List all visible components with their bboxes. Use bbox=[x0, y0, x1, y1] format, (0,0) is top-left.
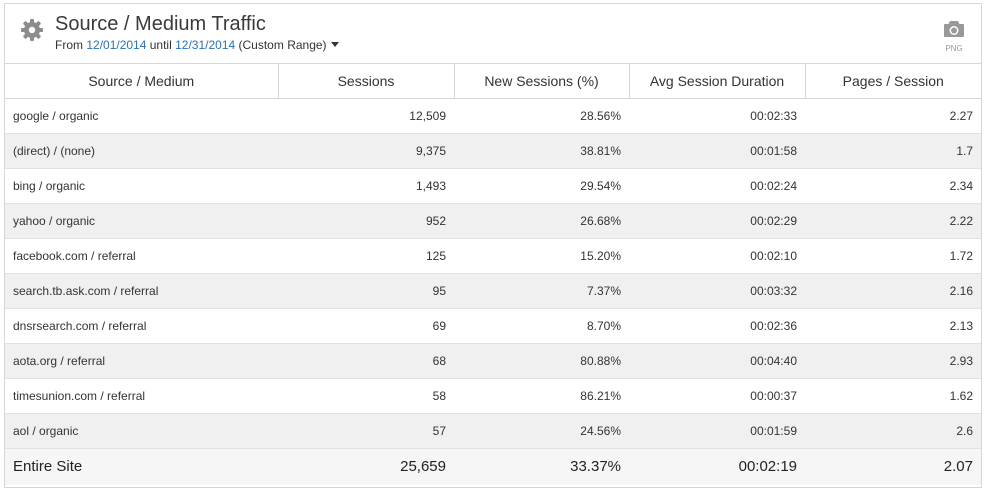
avg-duration-cell: 00:00:37 bbox=[629, 378, 805, 414]
new-sessions-cell: 28.56% bbox=[454, 98, 629, 134]
new-sessions-cell: 26.68% bbox=[454, 203, 629, 239]
table-row: yahoo / organic 952 26.68% 00:02:29 2.22 bbox=[5, 203, 981, 239]
table-row: aota.org / referral 68 80.88% 00:04:40 2… bbox=[5, 343, 981, 379]
sessions-cell: 1,493 bbox=[278, 168, 454, 204]
source-medium-cell: timesunion.com / referral bbox=[5, 378, 278, 414]
source-medium-cell: yahoo / organic bbox=[5, 203, 278, 239]
pages-per-session-cell: 1.72 bbox=[805, 238, 981, 274]
sessions-cell: 68 bbox=[278, 343, 454, 379]
sessions-cell: 95 bbox=[278, 273, 454, 309]
new-sessions-cell: 86.21% bbox=[454, 378, 629, 414]
widget-header: Source / Medium Traffic From 12/01/2014 … bbox=[5, 4, 981, 63]
new-sessions-cell: 38.81% bbox=[454, 133, 629, 169]
table-row: timesunion.com / referral 58 86.21% 00:0… bbox=[5, 378, 981, 414]
sessions-cell: 58 bbox=[278, 378, 454, 414]
gear-icon[interactable] bbox=[20, 18, 44, 42]
avg-duration-cell: 00:02:36 bbox=[629, 308, 805, 344]
pages-per-session-cell: 2.16 bbox=[805, 273, 981, 309]
avg-duration-cell: 00:02:10 bbox=[629, 238, 805, 274]
column-header-sessions[interactable]: Sessions bbox=[278, 63, 455, 99]
pages-per-session-cell: 2.22 bbox=[805, 203, 981, 239]
column-header-new-sessions[interactable]: New Sessions (%) bbox=[454, 63, 630, 99]
source-medium-cell: (direct) / (none) bbox=[5, 133, 278, 169]
sessions-cell: 9,375 bbox=[278, 133, 454, 169]
total-avg-duration: 00:02:19 bbox=[629, 448, 805, 485]
pages-per-session-cell: 2.6 bbox=[805, 413, 981, 449]
new-sessions-cell: 15.20% bbox=[454, 238, 629, 274]
widget-title: Source / Medium Traffic bbox=[55, 13, 266, 35]
avg-duration-cell: 00:02:24 bbox=[629, 168, 805, 204]
table-row: facebook.com / referral 125 15.20% 00:02… bbox=[5, 238, 981, 274]
source-medium-cell: facebook.com / referral bbox=[5, 238, 278, 274]
pages-per-session-cell: 2.27 bbox=[805, 98, 981, 134]
until-word: until bbox=[149, 38, 172, 52]
sessions-cell: 69 bbox=[278, 308, 454, 344]
pages-per-session-cell: 1.7 bbox=[805, 133, 981, 169]
new-sessions-cell: 80.88% bbox=[454, 343, 629, 379]
total-sessions: 25,659 bbox=[278, 448, 454, 485]
source-medium-cell: bing / organic bbox=[5, 168, 278, 204]
date-range: From 12/01/2014 until 12/31/2014 (Custom… bbox=[55, 38, 339, 52]
date-prefix: From bbox=[55, 38, 83, 52]
sessions-cell: 57 bbox=[278, 413, 454, 449]
new-sessions-cell: 7.37% bbox=[454, 273, 629, 309]
total-label: Entire Site bbox=[5, 448, 278, 485]
source-medium-widget: Source / Medium Traffic From 12/01/2014 … bbox=[4, 3, 982, 488]
traffic-table: Source / Medium Sessions New Sessions (%… bbox=[5, 63, 981, 485]
avg-duration-cell: 00:01:59 bbox=[629, 413, 805, 449]
avg-duration-cell: 00:02:29 bbox=[629, 203, 805, 239]
column-header-avg-session-duration[interactable]: Avg Session Duration bbox=[629, 63, 806, 99]
avg-duration-cell: 00:04:40 bbox=[629, 343, 805, 379]
pages-per-session-cell: 1.62 bbox=[805, 378, 981, 414]
export-png-button[interactable]: PNG bbox=[941, 20, 967, 56]
range-type-dropdown[interactable]: (Custom Range) bbox=[239, 38, 339, 52]
source-medium-cell: aota.org / referral bbox=[5, 343, 278, 379]
sessions-cell: 125 bbox=[278, 238, 454, 274]
pages-per-session-cell: 2.93 bbox=[805, 343, 981, 379]
table-header-row: Source / Medium Sessions New Sessions (%… bbox=[5, 63, 981, 99]
total-new-sessions: 33.37% bbox=[454, 448, 629, 485]
caret-down-icon bbox=[330, 42, 339, 47]
sessions-cell: 12,509 bbox=[278, 98, 454, 134]
range-type-label: (Custom Range) bbox=[238, 38, 327, 52]
table-row: bing / organic 1,493 29.54% 00:02:24 2.3… bbox=[5, 168, 981, 204]
table-row: aol / organic 57 24.56% 00:01:59 2.6 bbox=[5, 413, 981, 449]
table-row: google / organic 12,509 28.56% 00:02:33 … bbox=[5, 98, 981, 134]
pages-per-session-cell: 2.13 bbox=[805, 308, 981, 344]
total-row: Entire Site 25,659 33.37% 00:02:19 2.07 bbox=[5, 448, 981, 485]
source-medium-cell: dnsrsearch.com / referral bbox=[5, 308, 278, 344]
new-sessions-cell: 29.54% bbox=[454, 168, 629, 204]
table-row: search.tb.ask.com / referral 95 7.37% 00… bbox=[5, 273, 981, 309]
avg-duration-cell: 00:02:33 bbox=[629, 98, 805, 134]
sessions-cell: 952 bbox=[278, 203, 454, 239]
column-header-source-medium[interactable]: Source / Medium bbox=[5, 63, 279, 99]
source-medium-cell: aol / organic bbox=[5, 413, 278, 449]
start-date-link[interactable]: 12/01/2014 bbox=[86, 38, 147, 52]
export-png-label: PNG bbox=[945, 44, 963, 53]
source-medium-cell: search.tb.ask.com / referral bbox=[5, 273, 278, 309]
camera-icon bbox=[944, 21, 964, 37]
new-sessions-cell: 8.70% bbox=[454, 308, 629, 344]
avg-duration-cell: 00:01:58 bbox=[629, 133, 805, 169]
total-pages-per-session: 2.07 bbox=[805, 448, 981, 485]
end-date-link[interactable]: 12/31/2014 bbox=[175, 38, 236, 52]
column-header-pages-per-session[interactable]: Pages / Session bbox=[805, 63, 981, 99]
table-row: dnsrsearch.com / referral 69 8.70% 00:02… bbox=[5, 308, 981, 344]
avg-duration-cell: 00:03:32 bbox=[629, 273, 805, 309]
new-sessions-cell: 24.56% bbox=[454, 413, 629, 449]
pages-per-session-cell: 2.34 bbox=[805, 168, 981, 204]
table-row: (direct) / (none) 9,375 38.81% 00:01:58 … bbox=[5, 133, 981, 169]
source-medium-cell: google / organic bbox=[5, 98, 278, 134]
